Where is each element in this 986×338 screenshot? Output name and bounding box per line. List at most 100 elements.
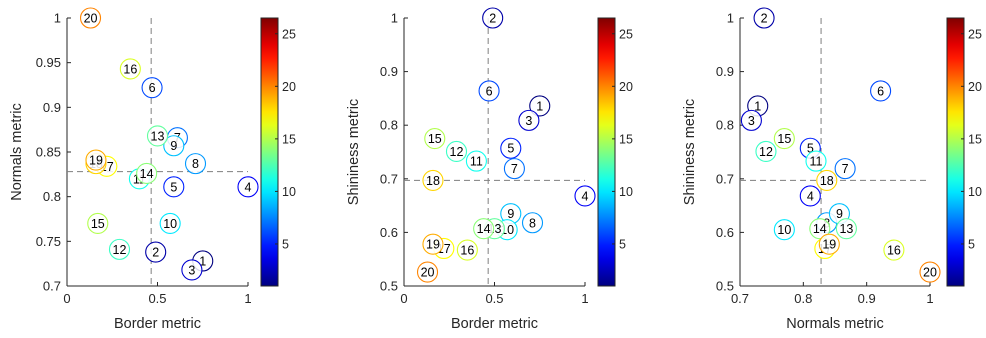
data-point-label: 3 xyxy=(188,263,195,277)
x-axis-label: Border metric xyxy=(114,316,201,332)
y-tick-label: 0.8 xyxy=(43,189,61,204)
data-point-marker xyxy=(181,259,203,281)
colorbar-tick-label: 25 xyxy=(282,27,296,41)
x-axis-label: Normals metric xyxy=(786,316,883,332)
data-point-2: 2 xyxy=(753,7,775,29)
data-point-16: 16 xyxy=(456,239,478,261)
colorbar-tick-label: 20 xyxy=(282,80,296,94)
data-point-marker xyxy=(818,233,840,255)
data-point-label: 20 xyxy=(923,266,937,280)
data-point-label: 18 xyxy=(426,174,440,188)
data-point-marker xyxy=(416,261,439,283)
x-tick-label: 0 xyxy=(63,291,70,306)
data-point-label: 6 xyxy=(877,84,884,98)
data-point-7: 7 xyxy=(834,158,856,180)
data-point-label: 1 xyxy=(536,99,543,113)
data-point-marker xyxy=(85,149,107,171)
data-point-6: 6 xyxy=(141,77,163,99)
data-point-label: 20 xyxy=(421,266,435,280)
data-point-marker xyxy=(799,185,821,207)
data-point-3: 3 xyxy=(740,109,762,131)
data-point-19: 19 xyxy=(85,149,107,171)
data-point-15: 15 xyxy=(424,128,446,150)
data-point-label: 13 xyxy=(151,129,165,143)
y-tick-label: 1 xyxy=(727,11,734,26)
x-tick-label: 0.7 xyxy=(731,291,749,306)
data-point-label: 18 xyxy=(820,174,834,188)
data-point-label: 19 xyxy=(89,154,103,168)
data-point-label: 8 xyxy=(529,216,536,230)
y-tick-label: 0.7 xyxy=(380,171,398,186)
data-point-marker xyxy=(755,140,777,163)
data-point-label: 16 xyxy=(887,244,901,258)
data-point-marker xyxy=(529,95,551,117)
data-point-label: 1 xyxy=(754,99,761,113)
data-point-label: 1 xyxy=(199,254,206,268)
y-axis-label: Shininess metric xyxy=(682,99,698,205)
data-point-label: 4 xyxy=(807,189,814,203)
data-point-12: 12 xyxy=(108,238,131,260)
data-point-3: 3 xyxy=(181,259,203,281)
data-point-marker xyxy=(753,7,775,29)
data-point-marker xyxy=(482,7,504,29)
colorbar-tick-label: 25 xyxy=(968,27,982,41)
colorbar: 5 10 15 20 25 xyxy=(260,17,296,287)
colorbar-tick-label: 25 xyxy=(619,27,633,41)
y-tick-label: 1 xyxy=(391,11,398,26)
data-point-marker xyxy=(184,153,207,175)
data-point-marker xyxy=(805,150,827,172)
data-point-15: 15 xyxy=(87,212,109,235)
data-point-label: 9 xyxy=(170,139,177,153)
data-point-label: 9 xyxy=(836,207,843,221)
data-point-4: 4 xyxy=(574,185,596,207)
data-point-marker xyxy=(108,238,131,260)
data-point-label: 15 xyxy=(91,217,105,231)
x-tick-label: 0.5 xyxy=(148,291,166,306)
colorbar-tick-label: 20 xyxy=(968,80,982,94)
data-point-marker xyxy=(473,218,495,240)
colorbar-tick-label: 10 xyxy=(282,185,296,199)
data-point-label: 14 xyxy=(813,222,827,236)
data-point-label: 5 xyxy=(507,142,514,156)
data-point-2: 2 xyxy=(482,7,504,29)
data-point-4: 4 xyxy=(799,185,821,207)
x-tick-label: 1 xyxy=(244,291,251,306)
data-point-marker xyxy=(159,212,181,235)
colorbar-gradient xyxy=(597,17,616,287)
colorbar-tick-label: 20 xyxy=(619,80,633,94)
data-point-marker xyxy=(422,169,444,191)
data-point-label: 15 xyxy=(777,132,791,146)
y-tick-label: 0.9 xyxy=(380,64,398,79)
data-point-marker xyxy=(521,212,544,234)
data-point-8: 8 xyxy=(184,153,207,175)
panel-1: 0 0.5 1 0.7 0.75 0.8 0.85 0.9 0.95 1 Border metric… xyxy=(9,7,296,332)
data-point-11: 11 xyxy=(465,150,487,172)
data-point-20: 20 xyxy=(919,261,941,283)
data-point-label: 12 xyxy=(450,145,464,159)
data-point-label: 11 xyxy=(810,155,823,169)
y-tick-label: 0.8 xyxy=(380,118,398,133)
colorbar-tick-label: 15 xyxy=(968,132,982,146)
data-point-marker xyxy=(456,239,478,261)
data-point-13: 13 xyxy=(835,218,857,240)
data-point-14: 14 xyxy=(136,162,158,184)
data-point-16: 16 xyxy=(119,58,141,80)
data-point-marker xyxy=(574,185,596,207)
colorbar-tick-label: 5 xyxy=(282,237,289,251)
colorbar: 5 10 15 20 25 xyxy=(946,17,982,287)
x-axis-label: Border metric xyxy=(451,316,538,332)
data-point-label: 13 xyxy=(839,222,853,236)
data-point-4: 4 xyxy=(237,176,259,198)
data-point-label: 8 xyxy=(192,157,199,171)
data-point-marker xyxy=(773,128,795,150)
data-point-marker xyxy=(445,140,468,163)
data-point-marker xyxy=(883,239,905,261)
data-point-label: 19 xyxy=(426,238,440,252)
data-point-7: 7 xyxy=(503,158,525,180)
x-tick-label: 1 xyxy=(581,291,588,306)
data-point-10: 10 xyxy=(773,219,795,241)
data-point-label: 9 xyxy=(507,207,514,221)
y-tick-label: 0.5 xyxy=(716,279,734,294)
colorbar-tick-label: 10 xyxy=(619,185,633,199)
